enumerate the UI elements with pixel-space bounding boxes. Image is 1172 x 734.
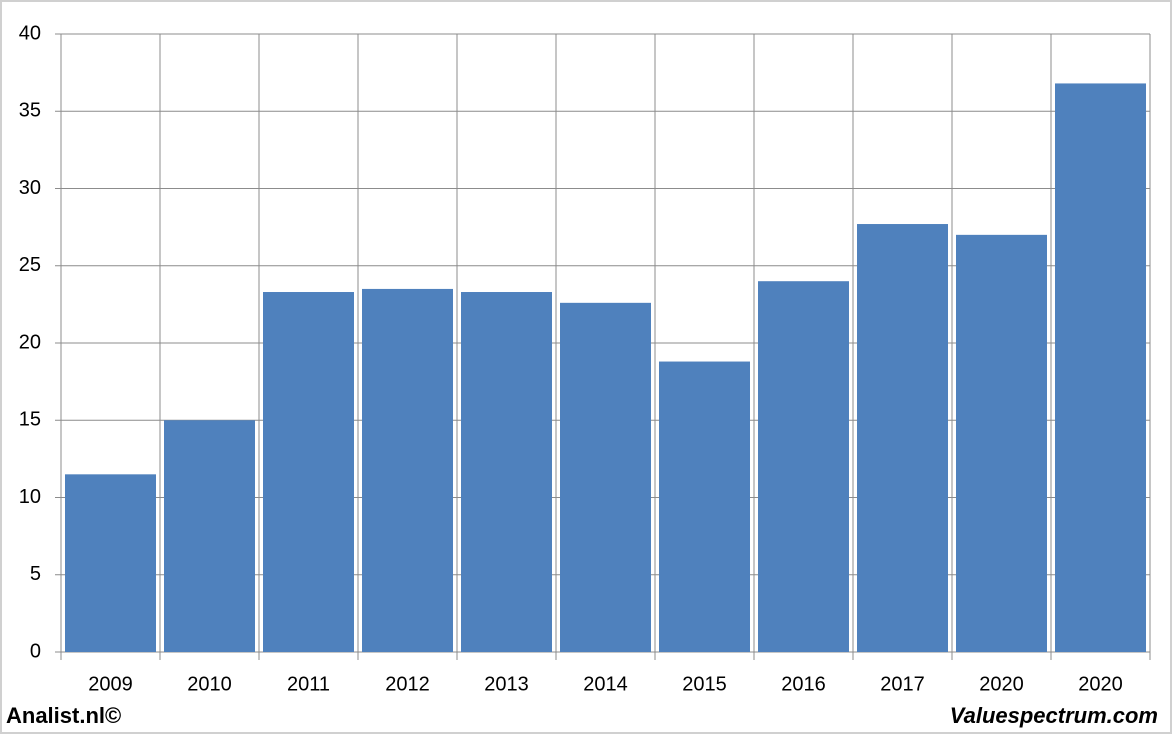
x-tick-label: 2016 [781, 673, 826, 695]
bar [362, 288, 453, 652]
x-tick-label: 2020 [979, 673, 1024, 695]
y-tick-label: 15 [19, 409, 41, 431]
x-tick-label: 2013 [484, 673, 529, 695]
bar [164, 420, 255, 652]
bar [659, 361, 750, 652]
source-right: Valuespectrum.com [950, 703, 1158, 728]
bar [263, 292, 354, 652]
x-tick-label: 2009 [88, 673, 133, 695]
bar [560, 302, 651, 652]
bar [857, 224, 948, 652]
bar [956, 234, 1047, 652]
x-tick-label: 2020 [1078, 673, 1123, 695]
y-tick-label: 0 [30, 640, 41, 662]
x-tick-label: 2012 [385, 673, 430, 695]
bar [1055, 83, 1146, 652]
y-tick-label: 30 [19, 177, 41, 199]
x-tick-label: 2010 [187, 673, 232, 695]
y-tick-label: 25 [19, 254, 41, 276]
y-tick-label: 5 [30, 563, 41, 585]
y-tick-label: 20 [19, 331, 41, 353]
x-tick-label: 2011 [287, 673, 330, 695]
bar [65, 474, 156, 652]
source-left: Analist.nl© [6, 703, 121, 728]
x-tick-label: 2014 [583, 673, 628, 695]
y-tick-label: 35 [19, 100, 41, 122]
y-tick-label: 40 [19, 22, 41, 44]
bar [461, 292, 552, 652]
bar [758, 281, 849, 652]
x-tick-label: 2015 [682, 673, 727, 695]
x-tick-label: 2017 [880, 673, 925, 695]
y-tick-label: 10 [19, 486, 41, 508]
